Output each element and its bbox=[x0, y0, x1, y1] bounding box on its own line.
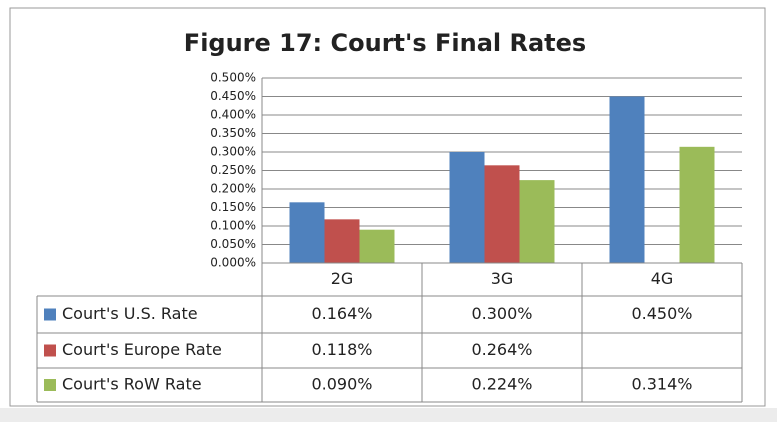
x-tick-label: 3G bbox=[491, 269, 514, 288]
bottom-strip bbox=[0, 408, 777, 422]
chart-title: Figure 17: Court's Final Rates bbox=[184, 29, 586, 57]
table-value: 0.118% bbox=[311, 340, 372, 359]
table-value: 0.450% bbox=[631, 304, 692, 323]
table-value: 0.164% bbox=[311, 304, 372, 323]
bar bbox=[485, 165, 520, 263]
legend-key bbox=[44, 379, 56, 391]
y-tick-label: 0.500% bbox=[210, 71, 256, 85]
y-tick-label: 0.350% bbox=[210, 126, 256, 140]
bar bbox=[290, 202, 325, 263]
y-tick-label: 0.200% bbox=[210, 182, 256, 196]
table-value: 0.314% bbox=[631, 375, 692, 394]
legend-label: Court's Europe Rate bbox=[62, 340, 222, 359]
bar bbox=[325, 219, 360, 263]
y-tick-label: 0.450% bbox=[210, 89, 256, 103]
bar bbox=[450, 152, 485, 263]
table-value: 0.264% bbox=[471, 340, 532, 359]
y-tick-label: 0.000% bbox=[210, 256, 256, 270]
x-tick-label: 4G bbox=[651, 269, 674, 288]
table-value: 0.090% bbox=[311, 375, 372, 394]
y-tick-label: 0.150% bbox=[210, 200, 256, 214]
legend-key bbox=[44, 309, 56, 321]
table-value: 0.224% bbox=[471, 375, 532, 394]
legend-key bbox=[44, 345, 56, 357]
bar bbox=[610, 97, 645, 264]
y-tick-label: 0.250% bbox=[210, 163, 256, 177]
bar bbox=[680, 147, 715, 263]
legend-label: Court's U.S. Rate bbox=[62, 304, 198, 323]
y-tick-label: 0.100% bbox=[210, 219, 256, 233]
y-tick-label: 0.300% bbox=[210, 145, 256, 159]
legend-label: Court's RoW Rate bbox=[62, 375, 202, 394]
bar bbox=[520, 180, 555, 263]
x-tick-label: 2G bbox=[331, 269, 354, 288]
bar bbox=[360, 230, 395, 263]
y-tick-label: 0.050% bbox=[210, 237, 256, 251]
y-tick-label: 0.400% bbox=[210, 108, 256, 122]
table-value: 0.300% bbox=[471, 304, 532, 323]
